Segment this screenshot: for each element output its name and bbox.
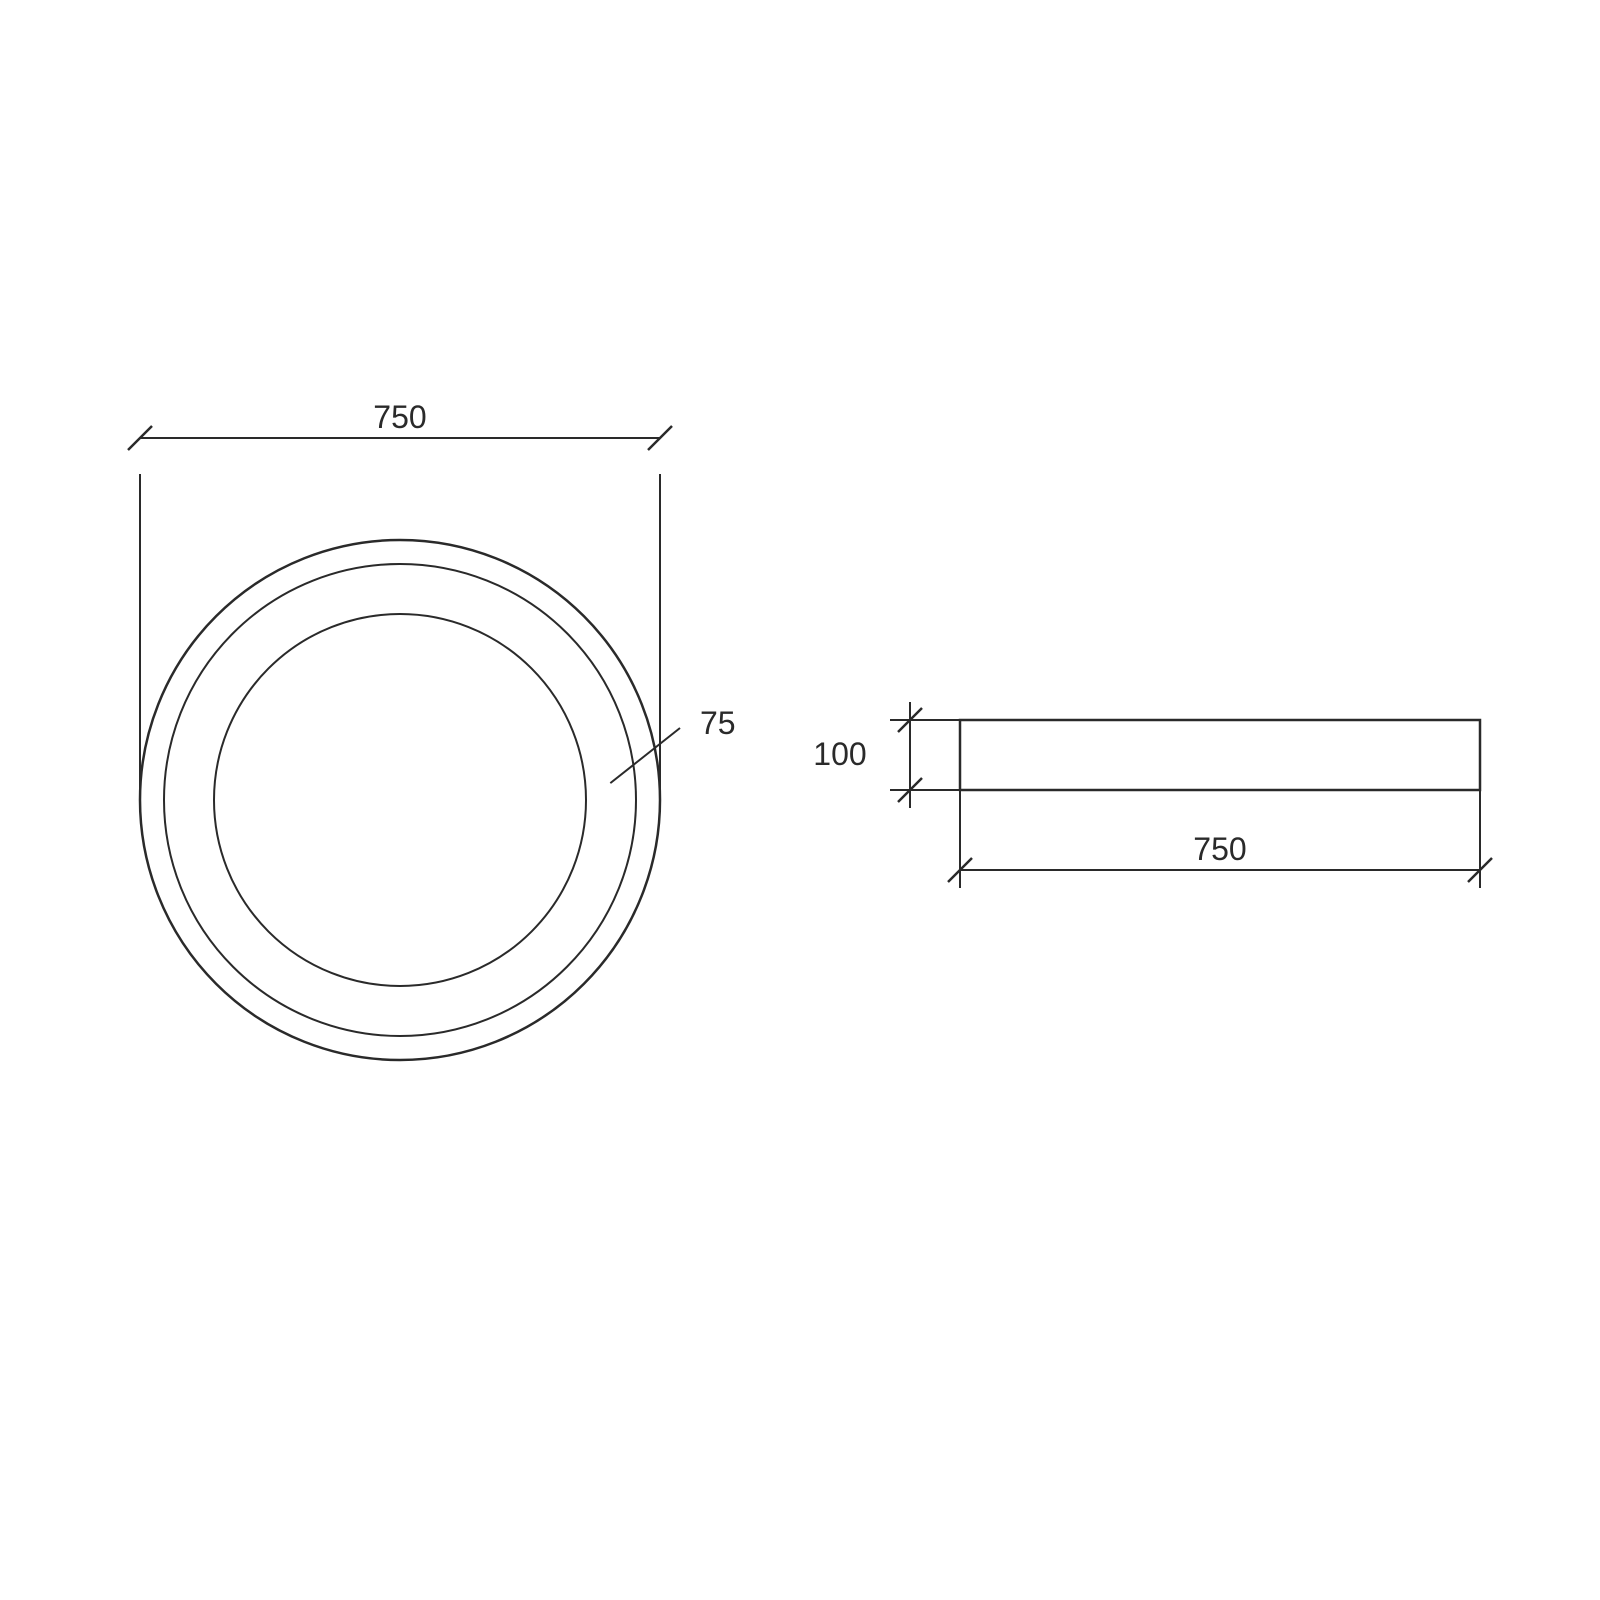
- top-view-ring-outer: [164, 564, 636, 1036]
- dim-label-width: 750: [1193, 831, 1246, 867]
- dim-leader: [610, 728, 680, 783]
- side-view-rect: [960, 720, 1480, 790]
- top-view-outer-circle: [140, 540, 660, 1060]
- technical-drawing: 750 75 100 750: [0, 0, 1600, 1600]
- dim-label-diameter: 750: [373, 399, 426, 435]
- top-view-ring-inner: [214, 614, 586, 986]
- dim-label-height: 100: [813, 736, 866, 772]
- dim-label-ring-width: 75: [700, 705, 736, 741]
